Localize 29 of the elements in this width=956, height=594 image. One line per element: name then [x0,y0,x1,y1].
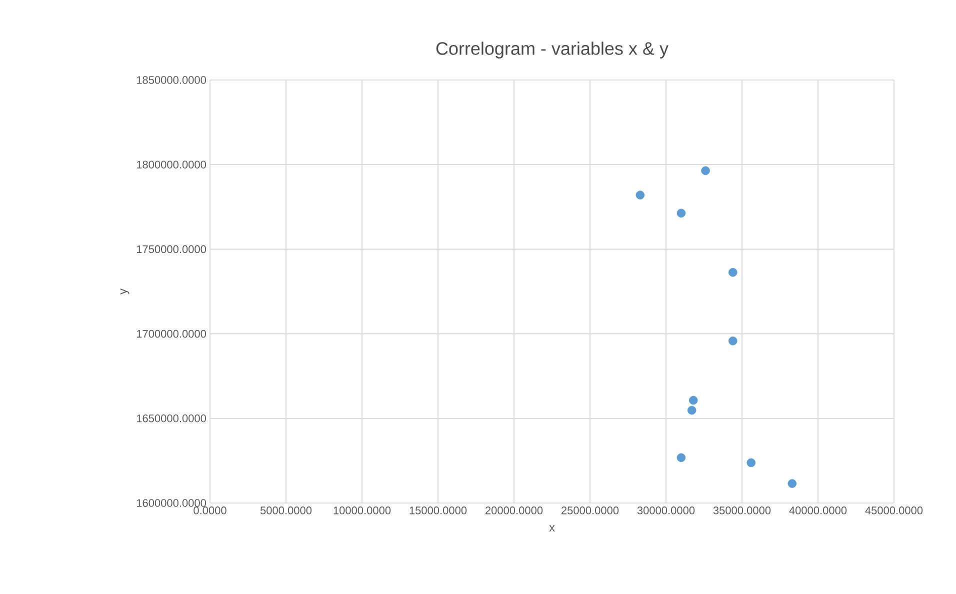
x-tick-label: 20000.0000 [485,506,543,514]
point [728,336,738,346]
x-axis-title: x [549,525,555,532]
y-tick-label: 1600000.0000 [136,499,206,507]
x-tick-label: 5000.0000 [260,506,312,514]
x-tick-label: 45000.0000 [865,506,923,514]
point [676,208,686,218]
x-tick-label: 30000.0000 [637,506,695,514]
point [636,190,645,200]
x-tick-label: 10000.0000 [334,506,391,514]
chart-title: Correlogram - variables x & y [436,42,668,58]
point [676,453,686,462]
point [688,396,698,405]
point [788,479,797,488]
x-tick-label: 15000.0000 [410,506,467,514]
point [728,268,738,277]
point [746,458,756,468]
y-tick-label: 1700000.0000 [136,330,206,338]
y-tick-label: 1800000.0000 [136,160,206,168]
y-axis-title: y [120,288,130,294]
point [687,406,696,415]
y-tick-label: 1850000.0000 [136,76,206,84]
x-tick-label: 0.0000 [194,506,226,514]
x-tick-label: 25000.0000 [561,506,619,514]
y-tick-label: 1650000.0000 [136,414,206,422]
y-tick-label: 1750000.0000 [136,245,206,254]
x-tick-label: 35000.0000 [713,506,771,514]
x-tick-label: 40000.0000 [789,506,847,514]
point [701,166,710,176]
